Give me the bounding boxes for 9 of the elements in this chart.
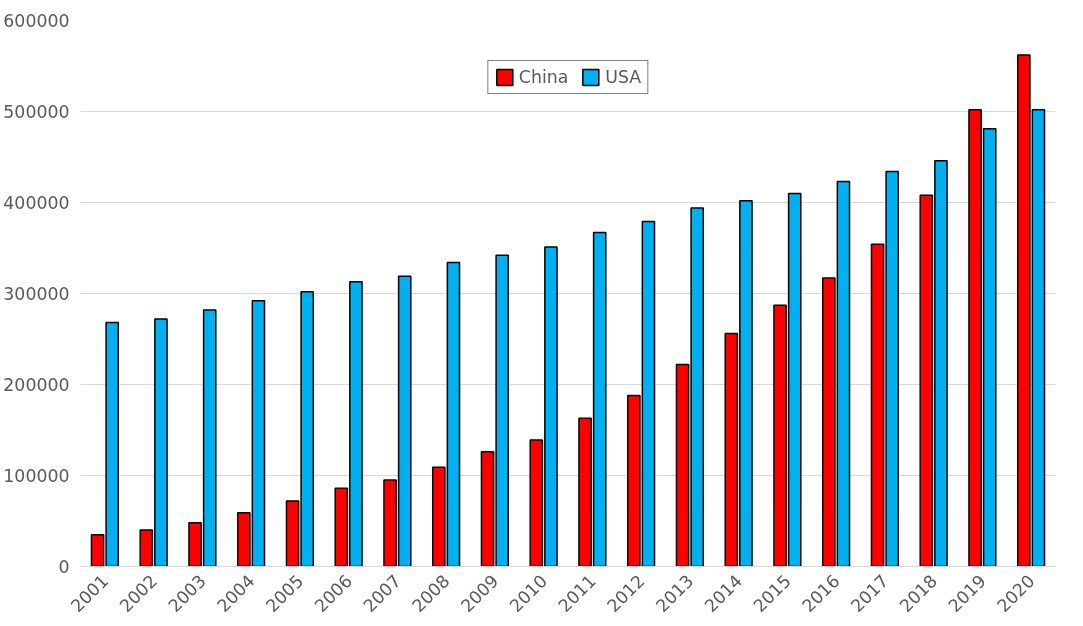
legend-label: China: [518, 67, 569, 87]
y-tick-label: 600000: [3, 11, 70, 31]
y-tick-label: 100000: [3, 466, 70, 486]
y-tick-label: 300000: [3, 284, 70, 304]
y-tick-label: 500000: [3, 102, 70, 122]
legend-label: USA: [605, 67, 642, 87]
y-tick-label: 200000: [3, 375, 70, 395]
y-tick-label: 400000: [3, 193, 70, 213]
y-tick-label: 0: [58, 557, 70, 577]
